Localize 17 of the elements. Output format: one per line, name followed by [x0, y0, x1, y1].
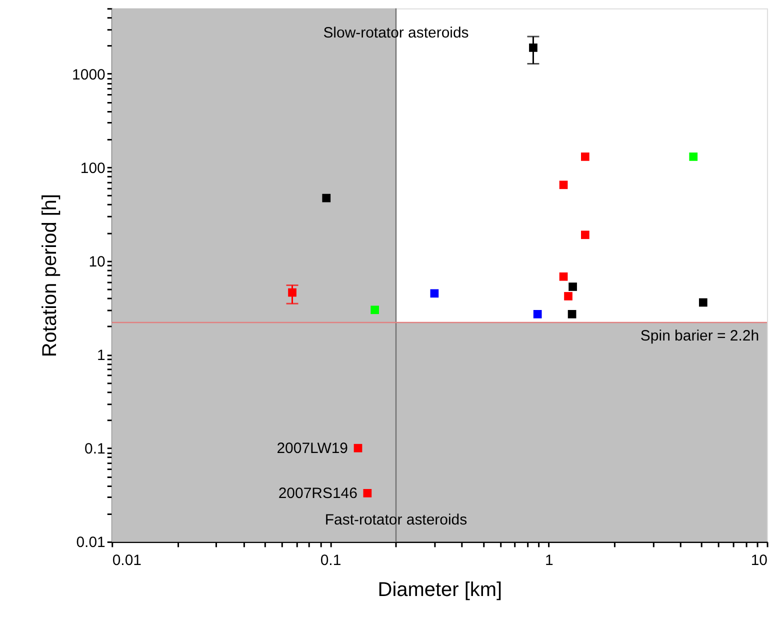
x-axis-title: Diameter [km] — [378, 579, 502, 602]
ref-line-label: Spin barier = 2.2h — [640, 327, 760, 344]
y-tick-label: 0.1 — [84, 440, 106, 458]
annotation: 2007RS146 — [278, 485, 358, 502]
x-tick-label: 0.01 — [112, 552, 142, 570]
x-tick-label: 10 — [750, 552, 768, 570]
y-tick-label: 10 — [88, 253, 106, 270]
annotation: Slow-rotator asteroids — [323, 24, 469, 42]
x-tick-label: 0.1 — [320, 552, 342, 570]
y-tick-label: 1000 — [72, 66, 106, 84]
annotation: 2007LW19 — [276, 440, 348, 458]
y-tick-label: 0.01 — [76, 534, 106, 552]
y-axis-title: Rotation period [h] — [39, 194, 62, 358]
y-tick-label: 1 — [97, 347, 106, 364]
annotation: Fast-rotator asteroids — [324, 511, 468, 528]
y-tick-label: 100 — [80, 160, 106, 177]
x-tick-label: 1 — [544, 552, 554, 570]
